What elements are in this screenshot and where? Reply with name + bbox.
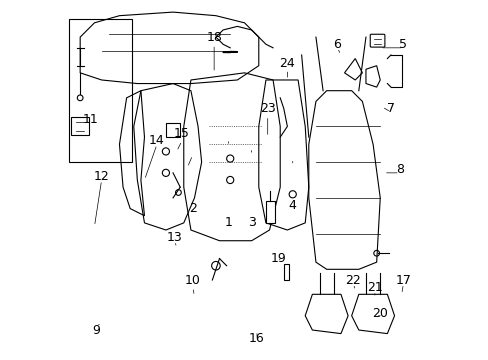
Text: 16: 16	[248, 333, 264, 346]
FancyBboxPatch shape	[369, 34, 384, 47]
Text: 6: 6	[333, 38, 341, 51]
Text: 1: 1	[224, 216, 232, 229]
Text: 9: 9	[92, 324, 100, 337]
Bar	[165, 123, 180, 137]
Text: 22: 22	[345, 274, 361, 287]
Text: 3: 3	[247, 216, 255, 229]
Text: 11: 11	[83, 113, 99, 126]
Text: 17: 17	[395, 274, 410, 287]
Bar	[283, 264, 288, 280]
Text: 21: 21	[366, 281, 382, 294]
Text: 7: 7	[386, 102, 394, 115]
Text: 12: 12	[94, 170, 109, 183]
Text: 15: 15	[174, 127, 189, 140]
Text: 19: 19	[270, 252, 286, 265]
Text: 10: 10	[184, 274, 200, 287]
Text: 13: 13	[166, 231, 183, 244]
Bar	[265, 202, 274, 223]
Text: 8: 8	[395, 163, 403, 176]
Text: 2: 2	[188, 202, 196, 215]
Text: 24: 24	[279, 57, 295, 71]
Text: 23: 23	[259, 102, 275, 115]
Text: 20: 20	[371, 307, 387, 320]
Bar	[69, 19, 132, 162]
Text: 14: 14	[149, 134, 164, 147]
Text: 5: 5	[399, 38, 407, 51]
Text: 18: 18	[206, 31, 222, 44]
Text: 4: 4	[288, 198, 296, 212]
